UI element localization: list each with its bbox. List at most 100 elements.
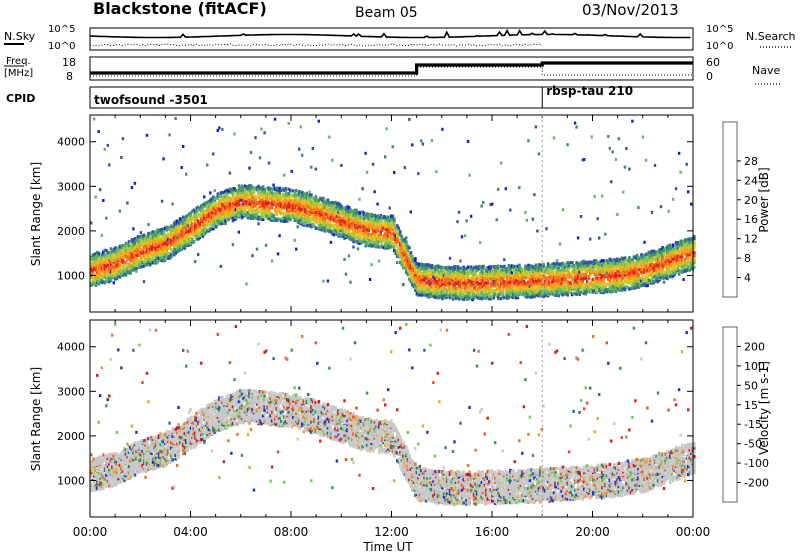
heatmap-cell [245, 187, 248, 191]
heatmap-cell [251, 208, 254, 213]
heatmap-cell [135, 246, 138, 250]
heatmap-cell [114, 250, 117, 254]
heatmap-cell [200, 215, 203, 220]
heatmap-cell [279, 202, 283, 206]
heatmap-cell [197, 205, 200, 209]
heatmap-cell [393, 171, 396, 175]
heatmap-cell [237, 206, 241, 210]
heatmap-cell [203, 213, 206, 217]
heatmap-cell [203, 221, 206, 225]
heatmap-cell [159, 253, 162, 257]
heatmap-cell [129, 241, 132, 245]
heatmap-cell [151, 236, 155, 241]
heatmap-cell [319, 203, 322, 207]
heatmap-cell [222, 215, 226, 219]
heatmap-cell [175, 247, 179, 251]
heatmap-cell [340, 226, 343, 230]
heatmap-cell [94, 195, 97, 199]
heatmap-cell [234, 214, 238, 218]
heatmap-cell [162, 227, 165, 231]
heatmap-cell [267, 213, 271, 217]
heatmap-cell [254, 215, 257, 219]
heatmap-cell [243, 209, 247, 214]
heatmap-cell [240, 198, 244, 202]
heatmap-cell [304, 207, 307, 211]
heatmap-cell [326, 224, 330, 228]
heatmap-cell [276, 188, 280, 192]
heatmap-cell [180, 166, 183, 169]
heatmap-cell [263, 197, 266, 201]
heatmap-cell [273, 195, 277, 199]
heatmap-cell [341, 218, 345, 222]
heatmap-cell [261, 214, 265, 218]
heatmap-cell [402, 283, 405, 287]
heatmap-cell [304, 212, 307, 216]
heatmap-cell [228, 199, 232, 203]
heatmap-cell [177, 244, 180, 248]
heatmap-cell [221, 198, 224, 202]
heatmap-cell [302, 221, 306, 225]
heatmap-cell [343, 206, 346, 210]
heatmap-cell [194, 232, 197, 237]
heatmap-cell [189, 221, 193, 225]
heatmap-cell [370, 263, 373, 267]
heatmap-cell [589, 237, 592, 241]
heatmap-cell [329, 200, 333, 205]
noise-sky-label: N.Sky [4, 30, 36, 43]
heatmap-cell [129, 249, 132, 253]
heatmap-cell [139, 247, 143, 251]
heatmap-cell [258, 194, 262, 198]
heatmap-cell [491, 202, 494, 206]
heatmap-cell [188, 212, 191, 216]
heatmap-cell [287, 194, 291, 198]
heatmap-cell [191, 228, 194, 232]
heatmap-cell [180, 223, 184, 227]
heatmap-cell [162, 233, 165, 237]
heatmap-cell [266, 210, 269, 214]
heatmap-cell [163, 235, 167, 239]
heatmap-cell [332, 226, 336, 230]
heatmap-cell [233, 191, 236, 195]
heatmap-cell [258, 215, 262, 220]
heatmap-cell [287, 207, 291, 211]
heatmap-cell [245, 199, 248, 204]
heatmap-cell [178, 242, 182, 246]
heatmap-cell [279, 188, 283, 192]
heatmap-cell [185, 230, 188, 234]
heatmap-cell [192, 213, 196, 217]
heatmap-cell [246, 187, 250, 191]
heatmap-cell [157, 256, 161, 260]
heatmap-cell [142, 246, 146, 250]
heatmap-cell [319, 226, 322, 230]
heatmap-cell [313, 196, 316, 200]
heatmap-cell [264, 208, 268, 212]
heatmap-cell [240, 202, 244, 207]
heatmap-cell [174, 242, 177, 246]
heatmap-cell [322, 196, 325, 200]
heatmap-cell [249, 216, 253, 220]
heatmap-cell [200, 228, 203, 232]
heatmap-cell [344, 225, 348, 229]
heatmap-cell [165, 240, 168, 244]
heatmap-cell [221, 203, 224, 207]
heatmap-cell [350, 238, 354, 242]
heatmap-cell [136, 253, 140, 257]
heatmap-cell [301, 217, 304, 221]
heatmap-cell [207, 227, 211, 231]
heatmap-cell [147, 244, 150, 248]
heatmap-cell [579, 215, 583, 218]
heatmap-cell [249, 199, 253, 203]
heatmap-cell [584, 276, 588, 281]
heatmap-cell [338, 203, 342, 207]
heatmap-cell [105, 248, 108, 253]
heatmap-cell [203, 195, 206, 199]
heatmap-cell [283, 196, 286, 200]
heatmap-cell [185, 227, 188, 231]
heatmap-cell [157, 241, 161, 245]
heatmap-cell [313, 214, 316, 218]
heatmap-cell [150, 236, 153, 240]
heatmap-cell [97, 280, 101, 284]
heatmap-cell [177, 227, 180, 231]
heatmap-cell [237, 199, 241, 203]
heatmap-cell [100, 257, 104, 261]
